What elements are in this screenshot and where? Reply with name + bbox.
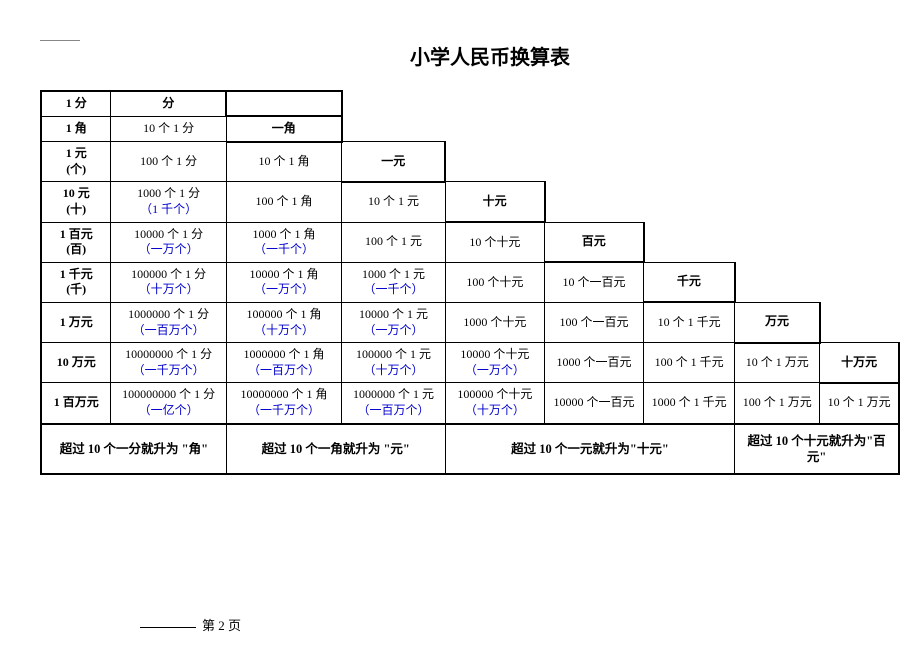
- diag-1000yuan: 千元: [644, 262, 735, 302]
- row-header-10wan: 10 万元: [41, 343, 111, 383]
- cell: 10 个 1 千元: [644, 302, 735, 342]
- cell: 1000 个 1 分（1 千个）: [111, 182, 226, 222]
- cell: 10000000 个 1 分（一千万个）: [111, 343, 226, 383]
- cell: 100000 个 1 角（十万个）: [226, 302, 342, 342]
- row-header-yuan: 1 元 (个): [41, 142, 111, 182]
- rule-1: 超过 10 个一分就升为 "角": [41, 424, 226, 475]
- cell: 100 个一百元: [545, 302, 644, 342]
- diag-10wan: 十万元: [820, 343, 899, 383]
- diag-wan: 万元: [735, 302, 820, 342]
- cell: 10000 个十元（一万个）: [445, 343, 544, 383]
- cell: 10000 个一百元: [545, 383, 644, 424]
- cell: 100000 个 1 分（十万个）: [111, 262, 226, 302]
- row-header-100yuan: 1 百元 (百): [41, 222, 111, 262]
- row-header-10yuan: 10 元 (十): [41, 182, 111, 222]
- rule-2: 超过 10 个一角就升为 "元": [226, 424, 445, 475]
- cell: 100 个十元: [445, 262, 544, 302]
- cell: 1000 个 1 角（一千个）: [226, 222, 342, 262]
- diag-100yuan: 百元: [545, 222, 644, 262]
- cell: 10000 个 1 角（一万个）: [226, 262, 342, 302]
- cell: 1000000 个 1 角（一百万个）: [226, 343, 342, 383]
- diag-jiao: 一角: [226, 116, 342, 142]
- cell: 10000000 个 1 角（一千万个）: [226, 383, 342, 424]
- row-header-wan: 1 万元: [41, 302, 111, 342]
- cell: 100000 个 1 元（十万个）: [342, 343, 445, 383]
- cell: 10 个 1 分: [111, 116, 226, 142]
- diag-yuan: 一元: [342, 142, 445, 182]
- cell: 1000000 个 1 分（一百万个）: [111, 302, 226, 342]
- cell: 100 个 1 万元: [735, 383, 820, 424]
- rule-4: 超过 10 个十元就升为"百元": [735, 424, 899, 475]
- conversion-table-wrap: 1 分 分 1 角 10 个 1 分 一角 1 元 (个) 100 个 1 分 …: [40, 90, 900, 475]
- cell: 100 个 1 千元: [644, 343, 735, 383]
- cell: 100000 个十元（十万个）: [445, 383, 544, 424]
- cell: 100 个 1 分: [111, 142, 226, 182]
- empty-cell: [226, 91, 342, 116]
- cell: 1000000 个 1 元（一百万个）: [342, 383, 445, 424]
- cell: 10000 个 1 分（一万个）: [111, 222, 226, 262]
- diag-fen: 分: [111, 91, 226, 116]
- cell: 100 个 1 元: [342, 222, 445, 262]
- cell: 10 个 1 万元: [735, 343, 820, 383]
- cell: 100 个 1 角: [226, 182, 342, 222]
- rule-3: 超过 10 个一元就升为"十元": [445, 424, 734, 475]
- page-title: 小学人民币换算表: [80, 41, 900, 70]
- cell: 10 个 1 元: [342, 182, 445, 222]
- cell: 10 个 1 万元: [820, 383, 899, 424]
- conversion-table: 1 分 分 1 角 10 个 1 分 一角 1 元 (个) 100 个 1 分 …: [40, 90, 900, 475]
- cell: 1000 个一百元: [545, 343, 644, 383]
- diag-10yuan: 十元: [445, 182, 544, 222]
- row-header-1000yuan: 1 千元 (千): [41, 262, 111, 302]
- cell: 1000 个 1 元（一千个）: [342, 262, 445, 302]
- row-header-jiao: 1 角: [41, 116, 111, 142]
- cell: 10 个十元: [445, 222, 544, 262]
- page-footer: 第 2 页: [140, 615, 900, 634]
- row-header-fen: 1 分: [41, 91, 111, 116]
- row-header-100wan: 1 百万元: [41, 383, 111, 424]
- cell: 10 个一百元: [545, 262, 644, 302]
- cell: 1000 个十元: [445, 302, 544, 342]
- cell: 100000000 个 1 分（一亿个）: [111, 383, 226, 424]
- cell: 10 个 1 角: [226, 142, 342, 182]
- cell: 10000 个 1 元（一万个）: [342, 302, 445, 342]
- cell: 1000 个 1 千元: [644, 383, 735, 424]
